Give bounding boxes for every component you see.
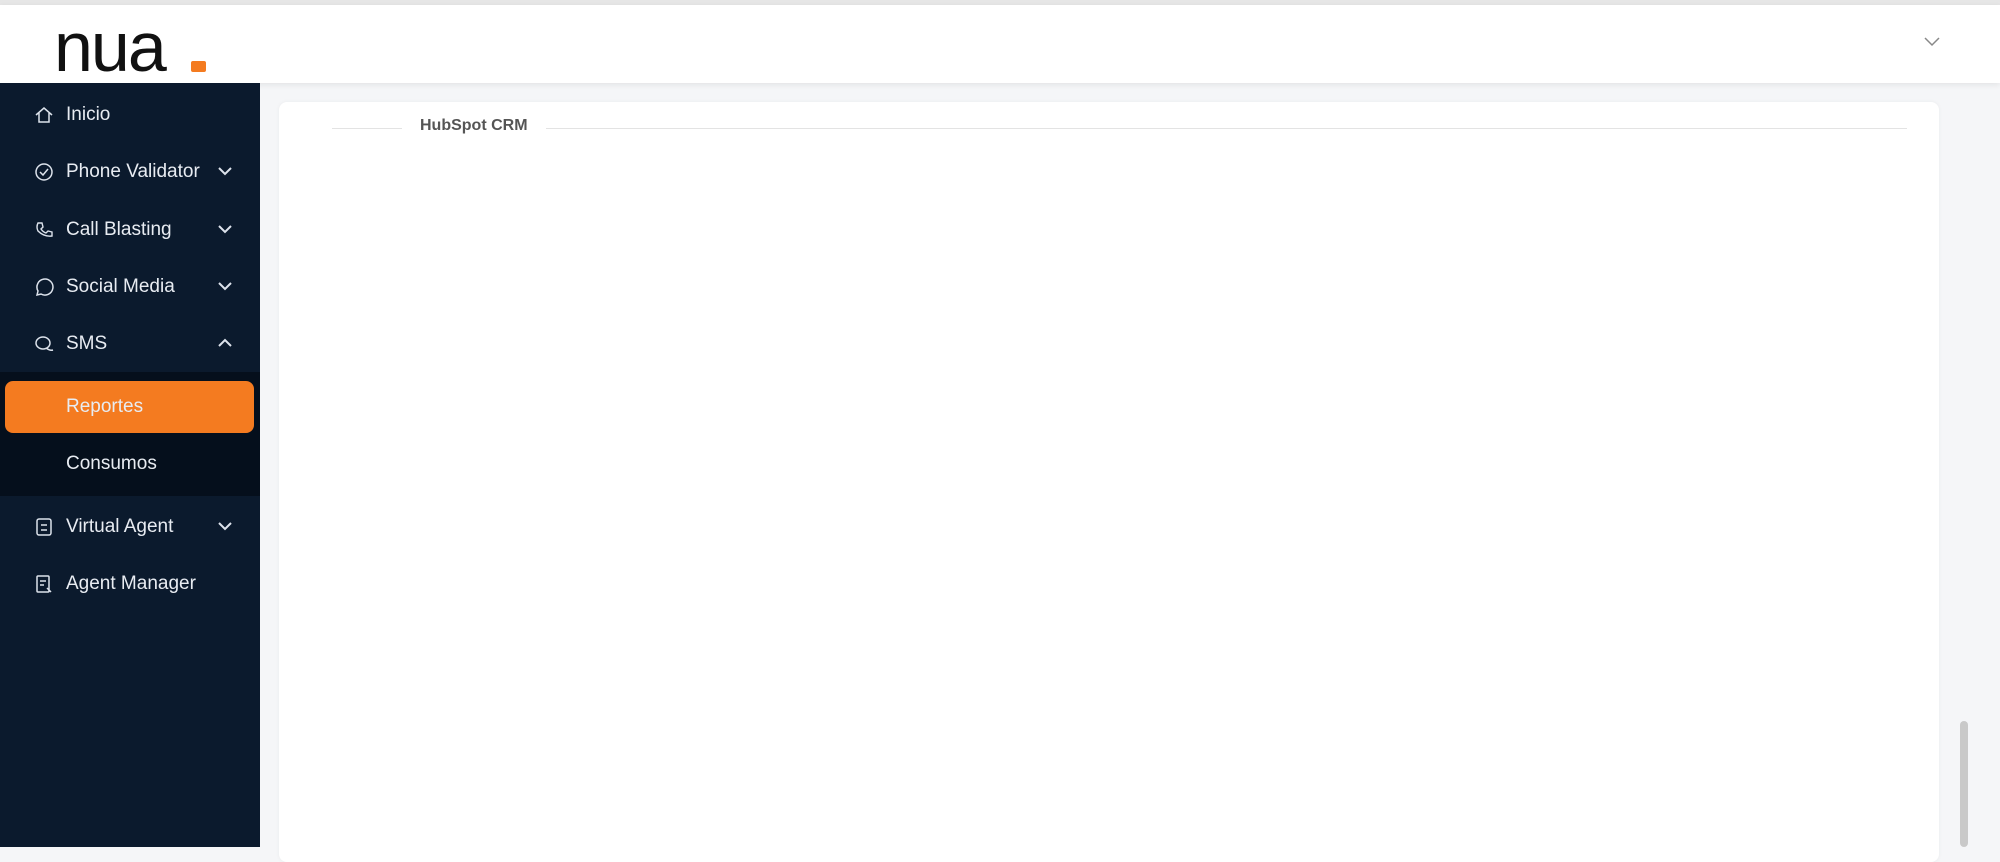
divider-line xyxy=(332,128,402,129)
nav-item[interactable]: Call Blasting xyxy=(0,207,260,253)
nav-chevron xyxy=(218,167,232,176)
nav-label: Phone Validator xyxy=(66,161,200,182)
scrollbar-thumb[interactable] xyxy=(1960,721,1968,847)
content-panel xyxy=(279,102,1939,862)
nav-icon xyxy=(36,518,52,536)
nav-icon xyxy=(36,575,52,593)
nav-icon xyxy=(35,336,54,351)
nav-icon xyxy=(35,107,53,123)
nav-label: Agent Manager xyxy=(66,573,196,594)
section-title: HubSpot CRM xyxy=(420,117,528,134)
brand-logo[interactable]: nua xyxy=(54,8,167,86)
nav-item[interactable]: Social Media xyxy=(0,264,260,310)
nav-label: Virtual Agent xyxy=(66,516,174,537)
nav-item[interactable]: Virtual Agent xyxy=(0,504,260,550)
header-menu-toggle[interactable] xyxy=(1924,37,1940,47)
nav-icon xyxy=(35,163,53,181)
nav-label: Social Media xyxy=(66,276,175,297)
nav-item[interactable]: Phone Validator xyxy=(0,149,260,195)
nav-label: SMS xyxy=(66,333,108,354)
active-highlight xyxy=(5,381,254,433)
brand-dot xyxy=(191,61,206,72)
top-border xyxy=(0,0,2000,5)
nav-icon xyxy=(36,222,53,237)
subnav-item[interactable]: Reportes xyxy=(0,384,260,430)
nav-label: Inicio xyxy=(66,104,111,125)
nav-icon xyxy=(35,278,54,297)
nav-chevron xyxy=(218,282,232,291)
nav-chevron xyxy=(218,522,232,531)
nav-chevron xyxy=(218,338,232,347)
nav-item[interactable]: Inicio xyxy=(0,92,260,138)
nav-item[interactable]: Agent Manager xyxy=(0,561,260,607)
nav-label: Consumos xyxy=(66,453,157,474)
subnav-item[interactable]: Consumos xyxy=(0,441,260,487)
nav-chevron xyxy=(218,225,232,234)
nav-label: Call Blasting xyxy=(66,219,172,240)
divider-line xyxy=(546,128,1907,129)
header: nua xyxy=(0,5,2000,86)
nav-item[interactable]: SMS xyxy=(0,321,260,367)
nav-label: Reportes xyxy=(66,396,144,417)
